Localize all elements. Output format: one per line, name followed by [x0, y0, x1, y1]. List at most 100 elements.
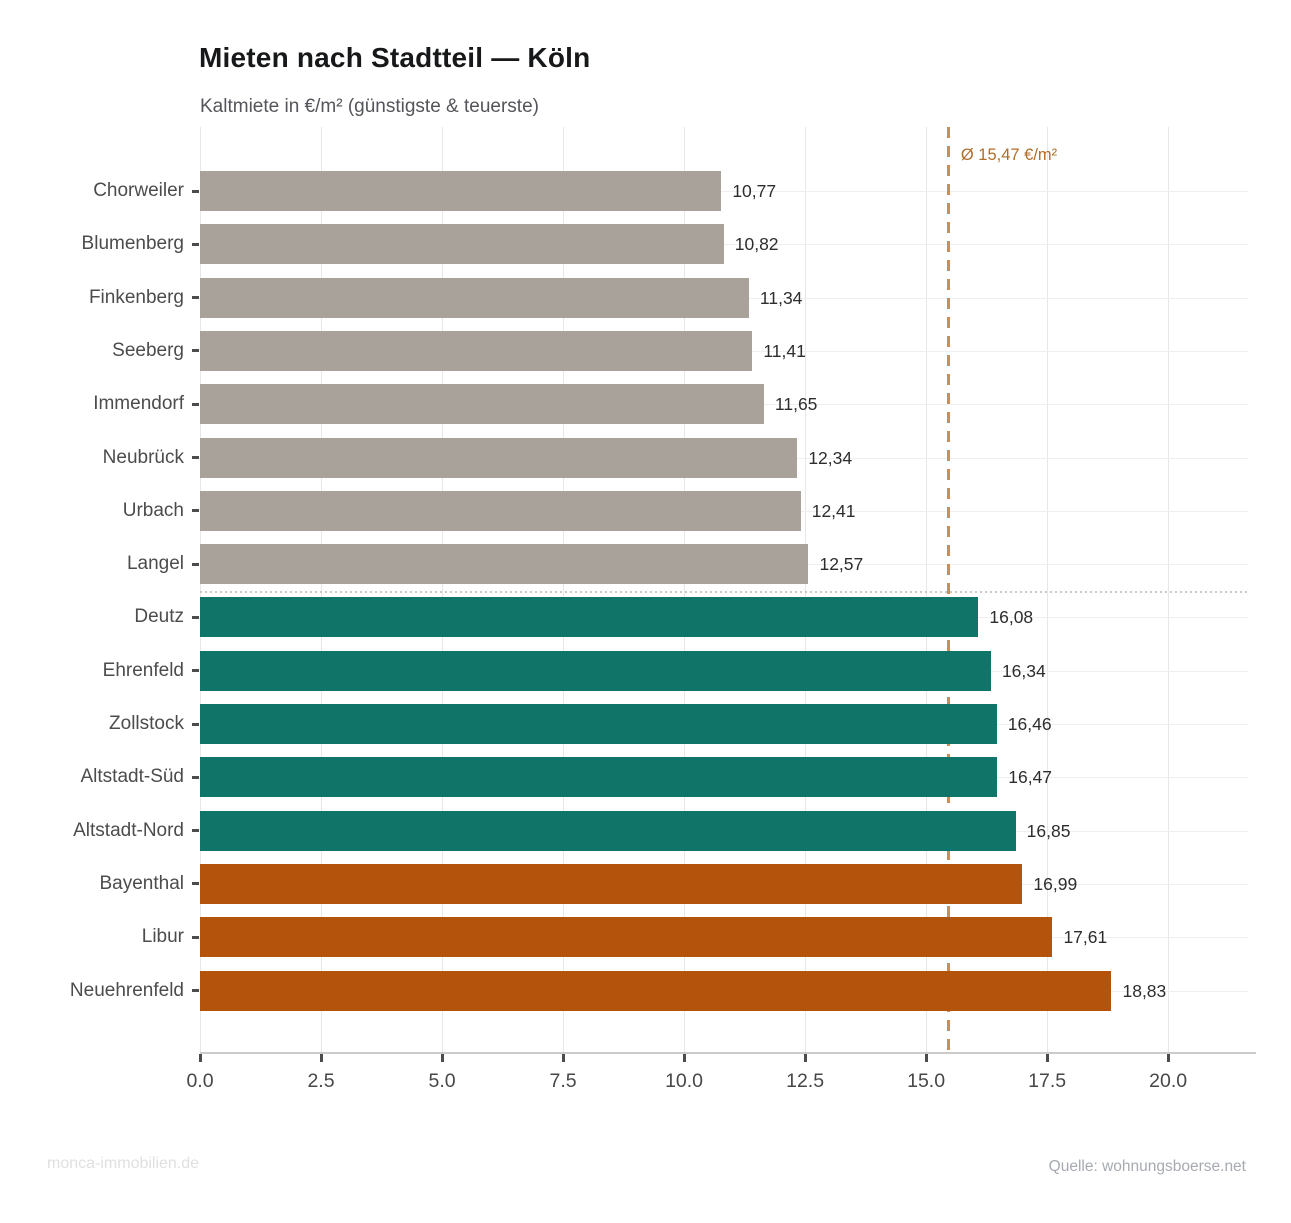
x-axis-label: 5.0 [428, 1070, 456, 1092]
y-tick [192, 882, 199, 886]
bar-value-label: 16,08 [989, 607, 1034, 628]
average-separator-line [200, 590, 1248, 593]
x-gridline [442, 127, 444, 1052]
x-tick [682, 1054, 686, 1062]
bar-value-label: 12,57 [819, 554, 864, 575]
x-axis-line [200, 1052, 1256, 1054]
y-tick [192, 989, 199, 992]
bar-neuehrenfeld [200, 970, 1112, 1011]
bar-value-label: 16,99 [1033, 873, 1078, 894]
bar-value-label: 12,41 [811, 500, 856, 521]
y-tick [192, 562, 199, 566]
bar-value-label: 16,34 [1001, 660, 1046, 681]
x-tick [440, 1054, 444, 1062]
x-tick [803, 1054, 807, 1062]
y-gridline [200, 191, 1248, 192]
x-tick [1166, 1054, 1170, 1062]
y-tick [192, 669, 199, 673]
bar-altstadt-sud [200, 757, 998, 798]
y-axis-label: Neubrück [102, 446, 184, 468]
y-axis-label: Ehrenfeld [102, 659, 184, 681]
y-axis-label: Bayenthal [99, 872, 184, 894]
x-tick [1045, 1054, 1049, 1062]
chart-subtitle: Kaltmiete in €/m² (günstigste & teuerste… [200, 96, 539, 117]
x-gridline [1047, 127, 1049, 1052]
bar-immendorf [200, 384, 764, 425]
y-axis-label: Finkenberg [88, 286, 184, 308]
x-tick [561, 1054, 565, 1062]
x-tick [924, 1054, 928, 1062]
y-axis-label: Altstadt-Nord [73, 819, 184, 841]
y-tick [192, 296, 199, 300]
y-tick [192, 775, 199, 779]
x-gridline [563, 127, 565, 1052]
footer-brand: monca-immobilien.de [47, 1155, 200, 1172]
bar-value-label: 11,34 [759, 287, 803, 308]
bar-value-label: 16,47 [1008, 767, 1053, 788]
bar-chorweiler [200, 171, 722, 211]
y-tick [192, 722, 199, 726]
bar-libur [200, 917, 1053, 958]
bar-seeberg [200, 330, 753, 371]
x-tick [198, 1054, 202, 1062]
x-gridline [1168, 127, 1170, 1052]
y-tick [192, 935, 199, 939]
x-axis-label: 0.0 [186, 1070, 214, 1092]
bar-value-label: 10,82 [734, 234, 779, 255]
bar-finkenberg [200, 277, 749, 318]
x-gridline [684, 127, 686, 1052]
x-axis-label: 17.5 [1028, 1070, 1067, 1092]
y-tick [192, 509, 199, 513]
x-axis-label: 12.5 [786, 1070, 825, 1092]
y-axis-label: Langel [126, 553, 184, 575]
bar-ehrenfeld [200, 650, 991, 691]
y-axis-label: Blumenberg [81, 233, 184, 255]
average-annotation: Ø 15,47 €/m² [960, 146, 1058, 164]
y-tick [192, 829, 199, 833]
bar-zollstock [200, 704, 997, 744]
bar-value-label: 11,65 [774, 394, 818, 415]
bar-langel [200, 544, 809, 585]
x-axis-label: 2.5 [307, 1070, 335, 1092]
bar-value-label: 17,61 [1063, 927, 1108, 948]
bar-bayenthal [200, 863, 1023, 904]
bar-blumenberg [200, 224, 724, 265]
average-line [947, 127, 951, 1052]
x-axis-label: 10.0 [665, 1070, 704, 1092]
x-axis-label: 15.0 [907, 1070, 946, 1092]
bar-neubruck [200, 437, 798, 478]
bar-value-label: 12,34 [808, 447, 853, 468]
y-axis-label: Seeberg [112, 339, 184, 361]
plot-area: 10,77 Chorweiler 10,82 Blumenberg 11,34 Finke… [70, 127, 1248, 1052]
footer-source: Quelle: wohnungsboerse.net [1048, 1158, 1246, 1175]
x-gridline [926, 127, 928, 1052]
y-axis-label: Zollstock [109, 713, 184, 734]
chart-title: Mieten nach Stadtteil — Köln [199, 42, 591, 73]
y-axis-label: Neuehrenfeld [69, 979, 184, 1001]
y-axis-label: Chorweiler [93, 180, 184, 201]
y-axis-label: Libur [141, 926, 184, 948]
x-axis-label: 7.5 [549, 1070, 577, 1092]
x-gridline [321, 127, 323, 1052]
bar-value-label: 18,83 [1122, 980, 1167, 1001]
bar-value-label: 11,41 [763, 340, 806, 361]
bar-urbach [200, 490, 801, 531]
y-gridline [200, 244, 1248, 246]
y-axis-label: Immendorf [93, 393, 184, 415]
x-tick [319, 1054, 323, 1062]
x-gridline [805, 127, 807, 1052]
y-tick [192, 349, 199, 353]
bar-altstadt-nord [200, 810, 1016, 851]
y-tick [192, 456, 199, 459]
bar-value-label: 16,46 [1007, 714, 1052, 734]
y-axis-label: Urbach [122, 499, 184, 521]
y-tick [192, 402, 199, 406]
y-tick [192, 189, 199, 193]
y-axis-label: Altstadt-Süd [80, 766, 185, 788]
bar-value-label: 10,77 [732, 181, 777, 201]
bar-deutz [200, 597, 979, 638]
x-gridline [200, 127, 201, 1052]
y-tick [192, 242, 199, 246]
bar-value-label: 16,85 [1026, 820, 1071, 841]
